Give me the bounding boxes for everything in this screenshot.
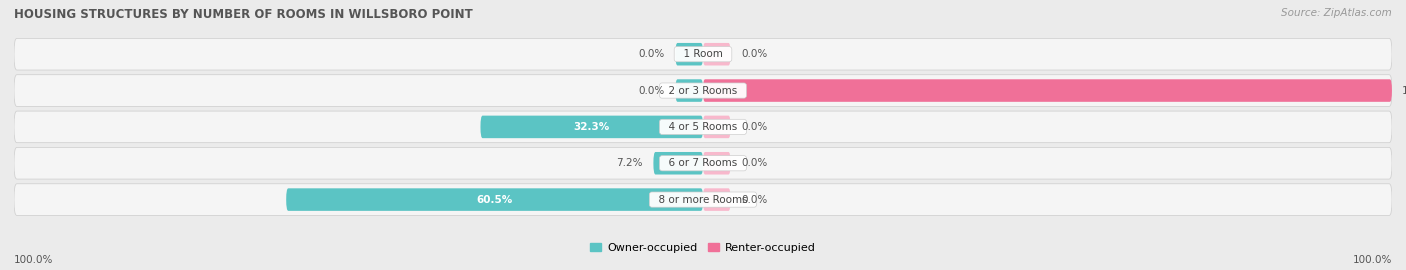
Text: 100.0%: 100.0% bbox=[1353, 255, 1392, 265]
FancyBboxPatch shape bbox=[14, 147, 1392, 179]
Text: 0.0%: 0.0% bbox=[638, 49, 665, 59]
FancyBboxPatch shape bbox=[703, 188, 731, 211]
Text: 2 or 3 Rooms: 2 or 3 Rooms bbox=[662, 86, 744, 96]
FancyBboxPatch shape bbox=[14, 184, 1392, 215]
Text: 100.0%: 100.0% bbox=[1402, 86, 1406, 96]
FancyBboxPatch shape bbox=[703, 79, 1392, 102]
FancyBboxPatch shape bbox=[14, 38, 1392, 70]
FancyBboxPatch shape bbox=[481, 116, 703, 138]
Text: 7.2%: 7.2% bbox=[617, 158, 643, 168]
FancyBboxPatch shape bbox=[287, 188, 703, 211]
Text: 4 or 5 Rooms: 4 or 5 Rooms bbox=[662, 122, 744, 132]
Text: 6 or 7 Rooms: 6 or 7 Rooms bbox=[662, 158, 744, 168]
FancyBboxPatch shape bbox=[14, 75, 1392, 106]
Text: 32.3%: 32.3% bbox=[574, 122, 610, 132]
FancyBboxPatch shape bbox=[703, 116, 731, 138]
FancyBboxPatch shape bbox=[703, 152, 731, 174]
Text: 0.0%: 0.0% bbox=[638, 86, 665, 96]
Text: Source: ZipAtlas.com: Source: ZipAtlas.com bbox=[1281, 8, 1392, 18]
Text: 0.0%: 0.0% bbox=[741, 49, 768, 59]
FancyBboxPatch shape bbox=[14, 111, 1392, 143]
Text: 8 or more Rooms: 8 or more Rooms bbox=[652, 195, 754, 205]
Text: 1 Room: 1 Room bbox=[676, 49, 730, 59]
FancyBboxPatch shape bbox=[654, 152, 703, 174]
Text: 60.5%: 60.5% bbox=[477, 195, 513, 205]
Text: HOUSING STRUCTURES BY NUMBER OF ROOMS IN WILLSBORO POINT: HOUSING STRUCTURES BY NUMBER OF ROOMS IN… bbox=[14, 8, 472, 21]
Text: 100.0%: 100.0% bbox=[14, 255, 53, 265]
Text: 0.0%: 0.0% bbox=[741, 122, 768, 132]
Text: 0.0%: 0.0% bbox=[741, 158, 768, 168]
FancyBboxPatch shape bbox=[703, 43, 731, 65]
FancyBboxPatch shape bbox=[675, 79, 703, 102]
FancyBboxPatch shape bbox=[675, 43, 703, 65]
Legend: Owner-occupied, Renter-occupied: Owner-occupied, Renter-occupied bbox=[586, 238, 820, 257]
Text: 0.0%: 0.0% bbox=[741, 195, 768, 205]
